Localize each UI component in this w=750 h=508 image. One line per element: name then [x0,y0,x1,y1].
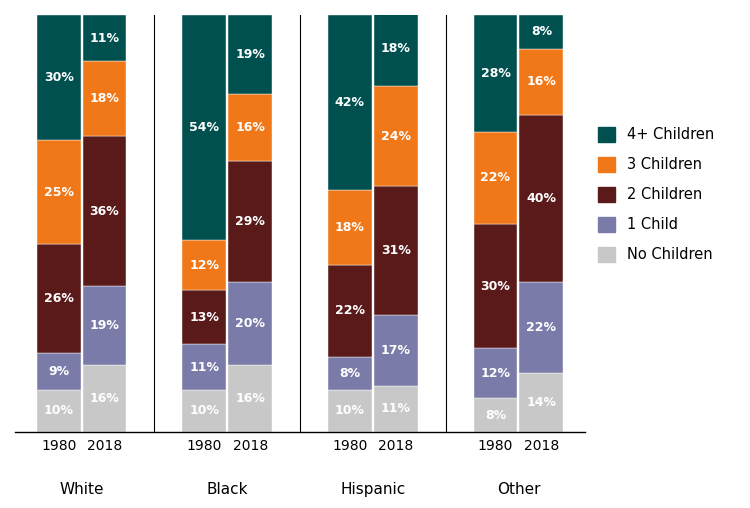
Text: 9%: 9% [48,365,69,378]
Bar [82,136,127,286]
Text: 16%: 16% [526,75,556,88]
Text: Black: Black [206,482,248,497]
Bar [374,386,418,432]
Bar [520,282,563,373]
Bar [374,315,418,386]
Text: 28%: 28% [481,67,511,80]
Bar [520,15,563,49]
Bar [182,290,226,344]
Text: White: White [59,482,104,497]
Bar [328,265,372,357]
Text: 18%: 18% [335,221,364,234]
Bar [37,390,80,432]
Text: Other: Other [496,482,540,497]
Text: 25%: 25% [44,186,74,199]
Bar [328,357,372,390]
Text: 12%: 12% [481,367,511,380]
Text: 31%: 31% [381,244,411,257]
Text: 16%: 16% [236,392,265,405]
Text: 13%: 13% [189,311,219,324]
Text: 10%: 10% [189,404,219,418]
Bar [182,15,226,240]
Bar [328,15,372,190]
Text: 30%: 30% [44,71,74,84]
Text: 19%: 19% [236,48,265,61]
Text: 36%: 36% [90,205,119,217]
Bar [182,344,226,390]
Text: Hispanic: Hispanic [340,482,406,497]
Bar [520,49,563,115]
Text: 19%: 19% [89,319,119,332]
Bar [520,115,563,282]
Bar [473,348,518,398]
Bar [182,240,226,290]
Text: 20%: 20% [236,317,266,330]
Text: 22%: 22% [334,304,364,318]
Bar [37,140,80,244]
Text: 10%: 10% [44,404,74,418]
Text: 18%: 18% [381,42,411,55]
Bar [37,15,80,140]
Bar [374,11,418,86]
Text: 8%: 8% [531,25,552,39]
Text: 22%: 22% [481,171,511,184]
Text: 24%: 24% [381,130,411,143]
Text: 54%: 54% [189,121,219,134]
Bar [374,186,418,315]
Bar [473,398,518,432]
Bar [473,132,518,224]
Text: 40%: 40% [526,192,556,205]
Text: 11%: 11% [89,31,119,45]
Text: 18%: 18% [89,92,119,105]
Bar [82,365,127,432]
Text: 12%: 12% [189,259,219,272]
Bar [374,86,418,186]
Bar [82,61,127,136]
Bar [37,244,80,353]
Text: 11%: 11% [381,402,411,416]
Text: 16%: 16% [236,121,265,134]
Bar [328,390,372,432]
Bar [228,15,272,94]
Bar [182,390,226,432]
Bar [228,161,272,282]
Bar [228,282,272,365]
Bar [37,353,80,390]
Bar [228,365,272,432]
Text: 22%: 22% [526,321,556,334]
Text: 16%: 16% [89,392,119,405]
Bar [520,373,563,432]
Text: 26%: 26% [44,292,74,305]
Bar [473,224,518,348]
Bar [82,286,127,365]
Bar [328,190,372,265]
Text: 8%: 8% [339,367,361,380]
Bar [473,15,518,132]
Legend: 4+ Children, 3 Children, 2 Children, 1 Child, No Children: 4+ Children, 3 Children, 2 Children, 1 C… [598,126,715,262]
Text: 14%: 14% [526,396,556,409]
Text: 42%: 42% [334,96,364,109]
Text: 30%: 30% [481,279,511,293]
Bar [228,94,272,161]
Text: 10%: 10% [334,404,364,418]
Bar [82,15,127,61]
Text: 29%: 29% [236,215,265,228]
Text: 17%: 17% [381,344,411,357]
Text: 11%: 11% [189,361,219,374]
Text: 8%: 8% [485,408,506,422]
